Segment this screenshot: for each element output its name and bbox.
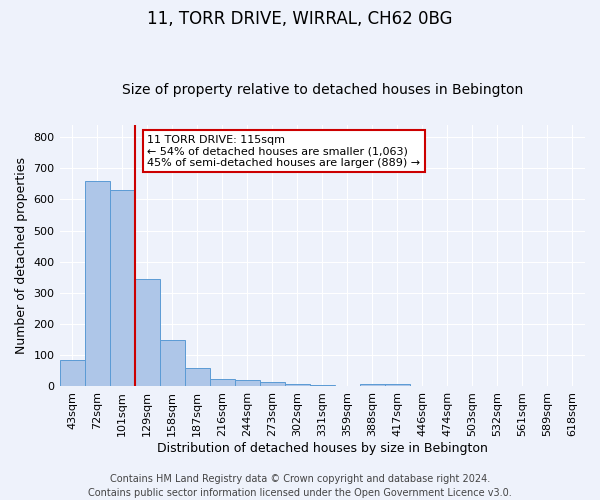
Bar: [209, 378, 235, 386]
Bar: [360, 384, 385, 386]
Bar: [85, 180, 110, 386]
Bar: [134, 279, 160, 386]
Text: Contains HM Land Registry data © Crown copyright and database right 2024.
Contai: Contains HM Land Registry data © Crown c…: [88, 474, 512, 498]
Bar: [235, 380, 260, 386]
Text: 11, TORR DRIVE, WIRRAL, CH62 0BG: 11, TORR DRIVE, WIRRAL, CH62 0BG: [147, 10, 453, 28]
Bar: [285, 384, 310, 386]
Bar: [160, 340, 185, 386]
Bar: [185, 368, 209, 386]
Bar: [59, 360, 85, 386]
Y-axis label: Number of detached properties: Number of detached properties: [15, 157, 28, 354]
Bar: [260, 382, 285, 386]
Text: 11 TORR DRIVE: 115sqm
← 54% of detached houses are smaller (1,063)
45% of semi-d: 11 TORR DRIVE: 115sqm ← 54% of detached …: [147, 134, 420, 168]
Bar: [110, 190, 134, 386]
Bar: [310, 385, 335, 386]
Title: Size of property relative to detached houses in Bebington: Size of property relative to detached ho…: [122, 83, 523, 97]
X-axis label: Distribution of detached houses by size in Bebington: Distribution of detached houses by size …: [157, 442, 488, 455]
Bar: [385, 384, 410, 386]
